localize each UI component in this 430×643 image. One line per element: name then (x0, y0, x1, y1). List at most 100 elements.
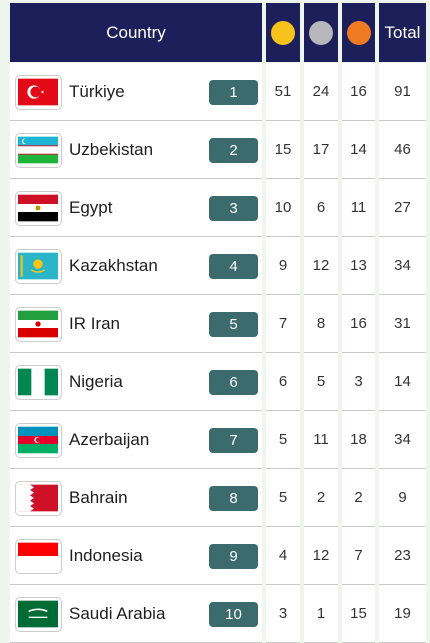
total-count: 19 (379, 585, 426, 643)
flag (15, 538, 62, 574)
silver-count: 24 (304, 63, 338, 121)
total-count: 31 (379, 295, 426, 353)
gold-count: 15 (266, 121, 300, 179)
flag-image (18, 310, 58, 337)
rank-badge: 7 (209, 427, 258, 453)
country-cell: IR Iran 5 (10, 295, 262, 353)
country-cell: Azerbaijan 7 (10, 411, 262, 469)
silver-count: 17 (304, 121, 338, 179)
flag (15, 74, 62, 110)
silver-count: 12 (304, 527, 338, 585)
silver-count: 11 (304, 411, 338, 469)
gold-count: 9 (266, 237, 300, 295)
country-name: Kazakhstan (69, 256, 158, 275)
country-name: Indonesia (69, 546, 143, 565)
gold-count: 7 (266, 295, 300, 353)
gold-count: 4 (266, 527, 300, 585)
gold-count: 10 (266, 179, 300, 237)
bronze-count: 3 (342, 353, 375, 411)
flag (15, 132, 62, 168)
country-cell: Nigeria 6 (10, 353, 262, 411)
rank-badge: 4 (209, 253, 258, 279)
total-header: Total (379, 3, 426, 62)
country-cell: Bahrain 8 (10, 469, 262, 527)
bronze-count: 2 (342, 469, 375, 527)
bronze-count: 7 (342, 527, 375, 585)
bronze-count: 15 (342, 585, 375, 643)
silver-count: 12 (304, 237, 338, 295)
bronze-count: 18 (342, 411, 375, 469)
flag-image (18, 136, 58, 163)
country-name: Nigeria (69, 372, 123, 391)
gold-count: 5 (266, 469, 300, 527)
bronze-icon (346, 20, 371, 45)
gold-count: 3 (266, 585, 300, 643)
flag (15, 248, 62, 284)
country-cell: Uzbekistan 2 (10, 121, 262, 179)
bronze-count: 13 (342, 237, 375, 295)
flag-image (18, 368, 58, 395)
total-count: 34 (379, 411, 426, 469)
flag-image (18, 542, 58, 569)
gold-count: 6 (266, 353, 300, 411)
country-header: Country (10, 3, 262, 62)
total-count: 27 (379, 179, 426, 237)
country-name: Türkiye (69, 82, 125, 101)
silver-count: 1 (304, 585, 338, 643)
country-name: Bahrain (69, 488, 128, 507)
flag-image (18, 426, 58, 453)
flag-image (18, 194, 58, 221)
total-count: 91 (379, 63, 426, 121)
total-count: 46 (379, 121, 426, 179)
bronze-count: 14 (342, 121, 375, 179)
country-name: Egypt (69, 198, 113, 217)
header-text: Total (384, 22, 421, 42)
silver-count: 5 (304, 353, 338, 411)
total-count: 23 (379, 527, 426, 585)
country-cell: Egypt 3 (10, 179, 262, 237)
rank-badge: 1 (209, 79, 258, 105)
country-cell: Saudi Arabia 10 (10, 585, 262, 643)
flag-image (18, 78, 58, 105)
rank-badge: 6 (209, 369, 258, 395)
rank-badge: 2 (209, 137, 258, 163)
flag (15, 190, 62, 226)
silver-count: 8 (304, 295, 338, 353)
flag (15, 306, 62, 342)
country-name: Uzbekistan (69, 140, 154, 159)
rank-badge: 3 (209, 195, 258, 221)
country-cell: Indonesia 9 (10, 527, 262, 585)
flag-image (18, 252, 58, 279)
flag-image (18, 484, 58, 511)
flag-image (18, 600, 58, 627)
total-count: 14 (379, 353, 426, 411)
rank-badge: 9 (209, 543, 258, 569)
flag (15, 596, 62, 632)
total-count: 34 (379, 237, 426, 295)
silver-header (304, 3, 338, 62)
country-name: Azerbaijan (69, 430, 150, 449)
bronze-header (342, 3, 375, 62)
silver-count: 6 (304, 179, 338, 237)
rank-badge: 5 (209, 311, 258, 337)
header-text: Country (106, 22, 166, 42)
country-name: IR Iran (69, 314, 121, 333)
gold-header (266, 3, 300, 62)
flag (15, 480, 62, 516)
country-cell: Türkiye 1 (10, 63, 262, 121)
gold-icon (271, 20, 295, 45)
bronze-count: 11 (342, 179, 375, 237)
country-name: Saudi Arabia (69, 604, 166, 623)
flag (15, 422, 62, 458)
rank-badge: 10 (209, 601, 258, 627)
rank-badge: 8 (209, 485, 258, 511)
gold-count: 5 (266, 411, 300, 469)
gold-count: 51 (266, 63, 300, 121)
flag (15, 364, 62, 400)
total-count: 9 (379, 469, 426, 527)
bronze-count: 16 (342, 63, 375, 121)
bronze-count: 16 (342, 295, 375, 353)
country-cell: Kazakhstan 4 (10, 237, 262, 295)
